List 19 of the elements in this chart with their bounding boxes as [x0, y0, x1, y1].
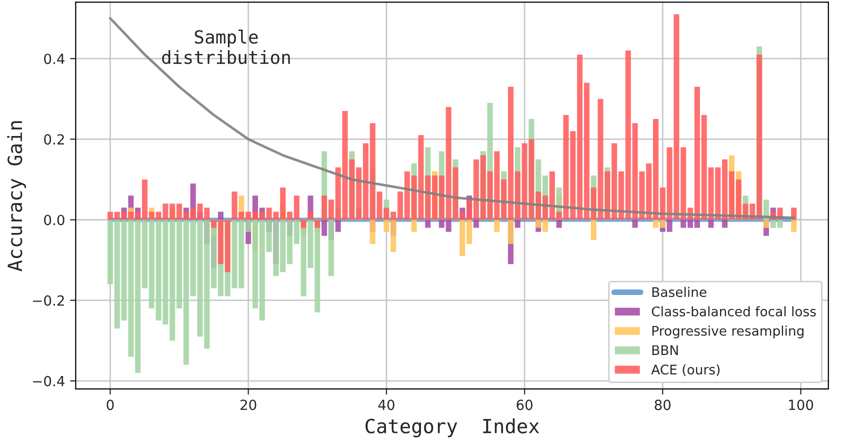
y-tick-label: −0.2: [33, 295, 64, 306]
y-tick-label: −0.4: [33, 376, 64, 386]
y-tick-label: 0.4: [44, 54, 64, 64]
legend-label: Progressive resampling: [652, 326, 804, 338]
legend-label: BBN: [652, 345, 678, 355]
legend-label: Class-balanced focal loss: [652, 306, 816, 316]
y-tick-label: 0.2: [44, 134, 64, 145]
y-axis-title: Accuracy Gain: [7, 121, 26, 272]
x-axis-title: Category Index: [366, 418, 540, 438]
annotation: Sample distribution: [162, 30, 290, 64]
x-tick-label: 0: [106, 400, 114, 410]
x-tick-label: 40: [378, 400, 394, 410]
x-tick-label: 80: [654, 400, 671, 410]
x-tick-label: 60: [516, 400, 532, 410]
x-tick-label: 20: [240, 400, 256, 410]
y-tick-label: 0.0: [44, 214, 64, 226]
legend-label: ACE (ours): [651, 364, 720, 376]
legend-label: Baseline: [652, 286, 706, 298]
x-tick-label: 100: [789, 400, 814, 410]
